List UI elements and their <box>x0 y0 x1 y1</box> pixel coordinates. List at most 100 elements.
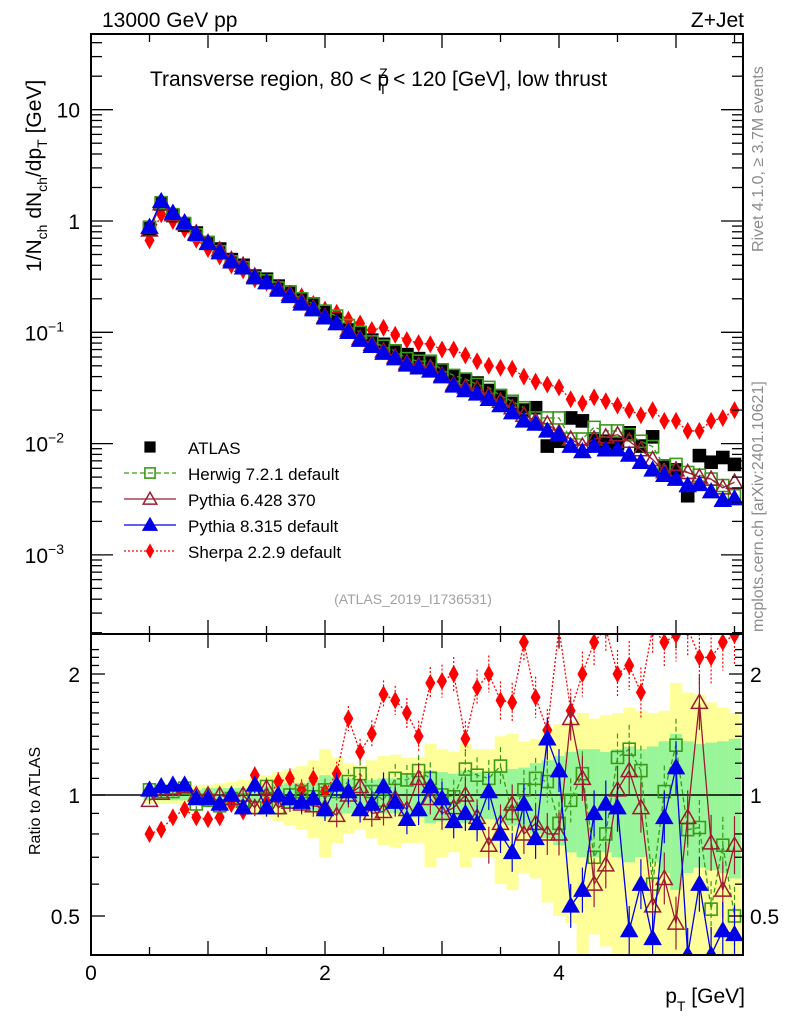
point-pythia-8-315-default <box>467 384 487 401</box>
point-pythia-8-315-default <box>385 349 405 366</box>
y-tick-label: 1 <box>68 211 80 234</box>
point-pythia-8-315-default <box>175 212 194 230</box>
point-pythia-8-315-default <box>350 330 370 347</box>
point-pythia-8-315-default <box>210 243 229 260</box>
point-atlas <box>563 411 578 425</box>
point-sherpa-2-2-9-default <box>472 352 483 371</box>
point-pythia-8-315-default <box>362 336 382 353</box>
point-pythia-8-315-default <box>374 343 393 360</box>
ratio-ylabel: Ratio to ATLAS <box>27 747 44 855</box>
point-pythia-8-315-default <box>631 452 651 469</box>
band-inner <box>693 743 706 868</box>
ratio-point-pythia-8-315-default <box>175 775 194 792</box>
point-atlas <box>704 455 718 470</box>
ratio-point-pythia-6-428-370 <box>631 798 651 815</box>
ratio-point-pythia-8-315-default <box>432 789 452 806</box>
ratio-point-pythia-8-315-default <box>222 785 241 802</box>
ratio-y-tick-label-left: 1 <box>68 785 80 808</box>
point-sherpa-2-2-9-default <box>717 408 728 427</box>
ratio-point-sherpa-2-2-9-default <box>671 634 681 645</box>
band-inner <box>564 751 578 853</box>
ratio-point-pythia-8-315-default <box>526 828 545 846</box>
ratio-point-pythia-8-315-default <box>327 775 346 792</box>
ratio-y-tick-label-left: 0.5 <box>51 906 80 929</box>
point-pythia-8-315-default <box>339 322 358 340</box>
point-atlas <box>692 448 707 463</box>
point-pythia-8-315-default <box>514 411 534 428</box>
ratio-point-sherpa-2-2-9-default <box>390 691 401 710</box>
point-sherpa-2-2-9-default <box>437 340 447 359</box>
point-atlas <box>575 414 590 428</box>
legend-label-atlas: ATLAS <box>188 439 241 458</box>
ratio-point-sherpa-2-2-9-default <box>729 634 740 645</box>
point-atlas <box>715 450 730 465</box>
point-sherpa-2-2-9-default <box>635 406 646 425</box>
ratio-point-pythia-6-428-370 <box>690 692 709 710</box>
ratio-point-pythia-8-315-default <box>257 798 276 815</box>
ratio-point-pythia-6-428-370 <box>549 824 569 841</box>
point-sherpa-2-2-9-default <box>554 378 564 397</box>
ratio-point-pythia-8-315-default <box>561 896 580 913</box>
point-pythia-8-315-default <box>327 313 346 331</box>
ratio-point-sherpa-2-2-9-default <box>355 742 366 761</box>
point-sherpa-2-2-9-default <box>706 411 717 430</box>
ratio-point-pythia-6-428-370 <box>619 761 639 778</box>
ratio-point-pythia-8-315-default <box>444 811 463 829</box>
point-pythia-8-315-default <box>151 191 171 209</box>
point-pythia-8-315-default <box>619 445 639 462</box>
ratio-point-pythia-8-315-default <box>666 758 686 775</box>
ratio-point-pythia-8-315-default <box>339 782 358 799</box>
band-inner <box>646 746 659 863</box>
ratio-point-sherpa-2-2-9-default <box>437 672 447 691</box>
point-pythia-8-315-default <box>222 252 241 269</box>
point-sherpa-2-2-9-default <box>647 401 658 420</box>
point-pythia-8-315-default <box>304 300 323 317</box>
ratio-point-pythia-6-428-370 <box>725 835 743 852</box>
point-sherpa-2-2-9-default <box>694 421 705 440</box>
ratio-point-herwig-7-2-1-default <box>610 750 625 765</box>
ratio-point-herwig-7-2-1-default <box>598 827 613 841</box>
ratio-point-pythia-6-428-370 <box>655 868 674 886</box>
ratio-panel: 0 2 4 2 2 1 1 0.5 0.5 <box>51 633 779 985</box>
ratio-point-herwig-7-2-1-default <box>692 820 707 835</box>
ratio-point-sherpa-2-2-9-default <box>214 808 225 827</box>
ratio-point-sherpa-2-2-9-default <box>343 709 354 728</box>
point-pythia-8-315-default <box>491 395 510 413</box>
ratio-point-pythia-8-315-default <box>198 789 218 806</box>
ratio-point-sherpa-2-2-9-default <box>378 685 389 704</box>
ratio-point-pythia-6-428-370 <box>561 708 580 726</box>
ratio-point-sherpa-2-2-9-default <box>366 724 377 743</box>
ratio-point-sherpa-2-2-9-default <box>495 691 506 710</box>
ratio-point-pythia-8-315-default <box>725 924 743 942</box>
point-pythia-8-315-default <box>397 355 417 372</box>
point-pythia-8-315-default <box>678 476 697 493</box>
point-pythia-8-315-default <box>198 233 218 251</box>
point-sherpa-2-2-9-default <box>378 318 389 337</box>
ratio-point-pythia-8-315-default <box>514 794 534 811</box>
point-pythia-8-315-default <box>163 203 183 220</box>
ratio-point-pythia-8-315-default <box>245 775 265 792</box>
band-inner <box>541 760 554 839</box>
ratio-point-sherpa-2-2-9-default <box>659 634 670 652</box>
ratio-point-pythia-8-315-default <box>690 874 709 891</box>
point-pythia-8-315-default <box>643 460 662 477</box>
ratio-point-sherpa-2-2-9-default <box>706 648 717 667</box>
title-pre: Transverse region, 80 < p <box>150 68 389 91</box>
ratio-point-pythia-6-428-370 <box>701 833 721 850</box>
point-sherpa-2-2-9-default <box>401 331 412 350</box>
point-sherpa-2-2-9-default <box>460 346 471 365</box>
ratio-point-herwig-7-2-1-default <box>563 793 578 808</box>
ratio-point-pythia-6-428-370 <box>350 776 370 794</box>
ratio-point-sherpa-2-2-9-default <box>530 688 541 707</box>
ratio-point-pythia-8-315-default <box>397 809 417 827</box>
point-pythia-8-315-default <box>292 294 311 311</box>
ratio-point-pythia-8-315-default <box>538 729 557 746</box>
ratio-point-pythia-8-315-default <box>409 800 428 817</box>
point-pythia-8-315-default <box>655 465 674 482</box>
ratio-point-sherpa-2-2-9-default <box>472 678 483 697</box>
ratio-point-sherpa-2-2-9-default <box>425 673 436 692</box>
ratio-point-herwig-7-2-1-default <box>704 902 718 916</box>
point-pythia-8-315-default <box>666 469 686 486</box>
ratio-point-pythia-8-315-default <box>315 800 335 817</box>
point-sherpa-2-2-9-default <box>390 325 401 344</box>
